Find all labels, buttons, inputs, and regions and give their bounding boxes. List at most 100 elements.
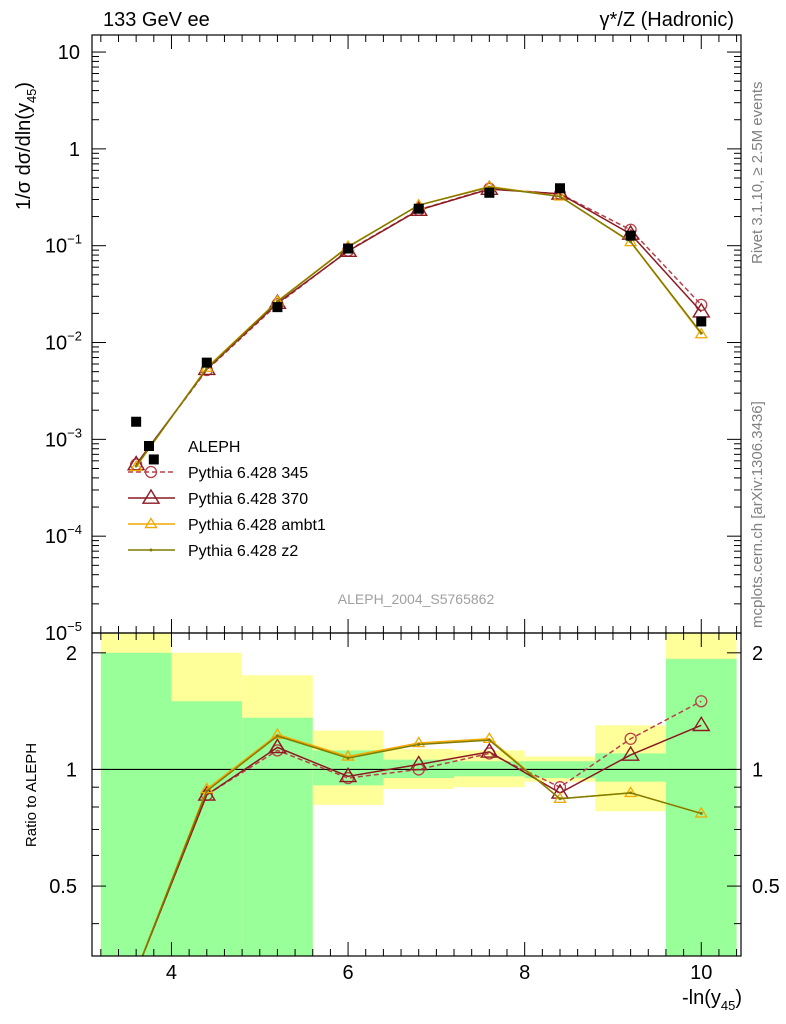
legend: ALEPH Pythia 6.428 345 Pythia 6.428 370 Pyt…	[128, 439, 326, 560]
main-y-tick-label: 10	[58, 42, 80, 64]
ratio-y-axis-label: Ratio to ALEPH	[23, 743, 40, 847]
main-y-tick-label: 10−1	[45, 232, 82, 258]
ratio-point-p370	[409, 755, 428, 771]
legend-marker-aleph	[144, 441, 154, 451]
series-point-z2	[699, 331, 703, 335]
header-right: γ*/Z (Hadronic)	[600, 9, 734, 31]
data-point	[625, 230, 636, 241]
series-point-z2	[558, 195, 562, 199]
legend-marker-z2	[149, 548, 153, 552]
main-y-tick-label: 10−2	[45, 329, 82, 355]
legend-label-p345: Pythia 6.428 345	[188, 465, 308, 482]
main-y-tick-label: 1	[69, 139, 80, 161]
main-y-tick-label: 10−3	[45, 425, 82, 451]
data-point	[148, 454, 159, 465]
legend-label-p370: Pythia 6.428 370	[188, 491, 308, 508]
ratio-point-p345	[624, 732, 637, 745]
ratio-point-z2	[487, 738, 491, 742]
ratio-y-tick-label: 2	[66, 643, 77, 665]
series-point-z2	[629, 240, 633, 244]
tick-label-exponent: −2	[67, 329, 82, 344]
series-line-z2	[135, 186, 702, 467]
x-tick-label: 6	[343, 962, 354, 984]
tick-label-exponent: −3	[67, 425, 82, 440]
x-axis-label: -ln(y45)	[682, 987, 742, 1013]
data-point	[272, 302, 283, 313]
main-y-axis-label: 1/σ dσ/dln(y45)	[13, 82, 39, 210]
analysis-id: ALEPH_2004_S5765862	[338, 591, 495, 607]
label-subscript: 45	[24, 89, 39, 103]
ratio-point-p370	[480, 742, 499, 758]
data-point	[343, 243, 354, 254]
tick-label-exponent: −1	[67, 232, 82, 247]
data-point	[554, 183, 565, 194]
label-main: -ln(y	[682, 987, 721, 1009]
ratio-point-z2	[205, 789, 209, 793]
ratio-line-p345	[141, 700, 702, 956]
tick-label-base: 10	[45, 236, 67, 258]
legend-label-aleph: ALEPH	[188, 439, 240, 456]
legend-label-z2: Pythia 6.428 z2	[188, 543, 298, 560]
ratio-point-p345	[695, 695, 708, 708]
side-text-bottom: mcplots.cern.ch [arXiv:1306.3436]	[749, 401, 766, 628]
data-point	[696, 316, 707, 327]
tick-label-base: 10	[45, 429, 67, 451]
main-y-tick-label: 10−5	[45, 619, 82, 645]
series-point-p370	[126, 455, 146, 471]
axis-frames	[91, 34, 742, 957]
band-stat	[171, 701, 243, 956]
series-line-ambt1	[135, 185, 702, 468]
ratio-point-ambt1	[482, 732, 497, 743]
ratio-y-tick-label-right: 2	[752, 643, 763, 665]
band-stat	[454, 761, 525, 777]
ratio-line-p370	[141, 724, 702, 956]
ratio-y-tick-label-right: 0.5	[752, 876, 780, 898]
ratio-point-ambt1	[623, 786, 638, 798]
legend-marker-p345	[144, 465, 158, 479]
ratio-y-tick-label: 1	[66, 759, 77, 781]
ratio-mc-series	[141, 695, 711, 956]
tick-label-base: 10	[45, 526, 67, 548]
aleph-data-points	[131, 183, 707, 465]
x-tick-label: 10	[690, 962, 712, 984]
series-point-z2	[205, 366, 209, 370]
legend-label-ambt1: Pythia 6.428 ambt1	[188, 517, 326, 534]
ratio-point-z2	[346, 756, 350, 760]
ratio-point-z2	[629, 791, 633, 795]
series-point-ambt1	[694, 327, 708, 339]
label-tail: )	[13, 82, 35, 89]
ratio-point-p370	[692, 715, 711, 732]
main-y-axis-label-text: 1/σ dσ/dln(y45)	[13, 82, 39, 210]
ratio-frame	[91, 632, 742, 957]
main-y-tick-label: 10−4	[45, 522, 82, 548]
ratio-point-p370	[621, 745, 640, 761]
ratio-point-p370	[197, 785, 217, 801]
ratio-point-ambt1	[270, 727, 285, 739]
ratio-y-tick-label: 0.5	[49, 876, 77, 898]
ratio-point-z2	[699, 811, 703, 815]
ratio-point-z2	[275, 734, 279, 738]
data-point	[201, 357, 212, 368]
tick-label-base: 10	[45, 623, 67, 645]
ratio-point-ambt1	[341, 749, 355, 761]
ratio-point-z2	[417, 742, 421, 746]
series-point-ambt1	[623, 235, 638, 247]
legend-marker-ambt1	[144, 517, 158, 529]
label-main: 1/σ dσ/dln(y	[13, 103, 35, 210]
side-text-top: Rivet 3.1.10, ≥ 2.5M events	[749, 82, 766, 265]
tick-label-exponent: −5	[67, 619, 82, 634]
ratio-uncertainty-bands	[92, 633, 741, 956]
header-left: 133 GeV ee	[103, 9, 210, 31]
main-mc-series	[126, 179, 711, 472]
x-tick-label: 4	[166, 962, 177, 984]
tick-label-exponent: −4	[67, 522, 82, 537]
ratio-point-p370	[268, 738, 287, 754]
series-line-p370	[135, 188, 702, 465]
series-line-p345	[135, 187, 702, 465]
tick-label-base: 10	[45, 333, 67, 355]
data-point	[413, 203, 424, 214]
ratio-y-tick-label-right: 1	[752, 759, 763, 781]
legend-marker-p370	[141, 488, 161, 504]
